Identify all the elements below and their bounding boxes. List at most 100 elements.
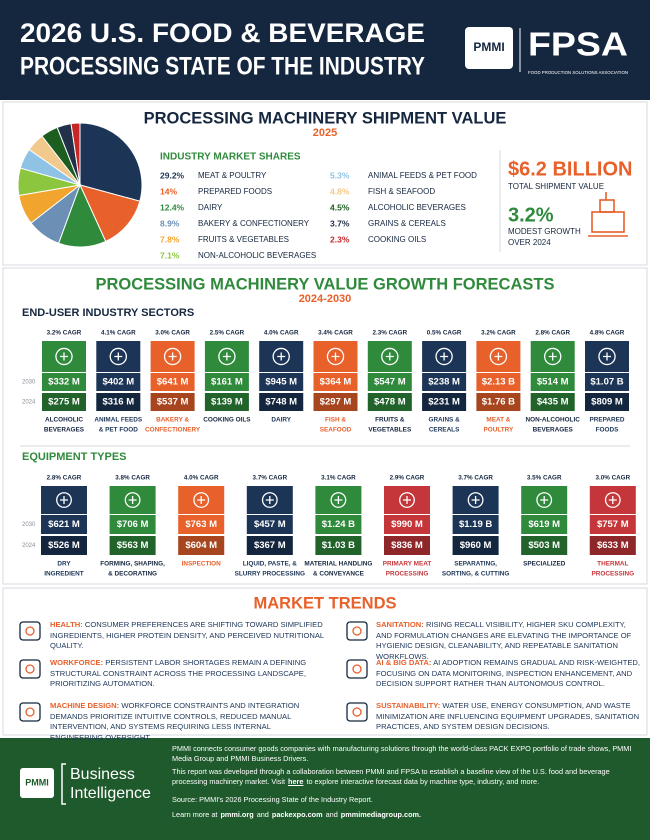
- card-icon-shape: [608, 496, 617, 504]
- pmmi-logo: PMMI: [473, 40, 504, 54]
- card-icon-shape: [440, 352, 449, 361]
- value-label-2030: $757 M: [597, 519, 629, 530]
- cagr-label: 2.3% CAGR: [372, 330, 407, 337]
- trend-heading: HEALTH:: [50, 620, 83, 629]
- value-band-shade: [315, 536, 362, 555]
- card-icon-shape: [494, 352, 503, 361]
- card-icon-shape: [471, 496, 480, 504]
- card-icon: [399, 492, 415, 508]
- value-band-shade: [204, 393, 249, 411]
- header-title: 2026 U.S. FOOD & BEVERAGE: [20, 18, 425, 48]
- card-name: SORTING, & CUTTING: [442, 571, 509, 578]
- footer-link: packexpo.com: [271, 810, 323, 819]
- card-icon-shape: [55, 347, 73, 366]
- card-icon: [163, 347, 182, 366]
- value-label-2030: $990 M: [391, 519, 423, 530]
- card-icon-shape: [163, 347, 182, 366]
- value-label-2030: $763 M: [185, 519, 217, 530]
- value-band-2024: [178, 536, 225, 555]
- card-icon: [604, 492, 621, 508]
- value-label-2030: $621 M: [48, 519, 80, 530]
- value-band-2024: [109, 536, 156, 555]
- card-icon-shape: [536, 492, 553, 508]
- legend-value: 29.2%: [160, 170, 185, 180]
- card-name: CONFECTIONERY: [145, 427, 201, 434]
- card-icon-shape: [330, 492, 347, 508]
- value-label-2030: $457 M: [254, 519, 286, 530]
- card-icon-shape: [334, 496, 343, 504]
- value-band-2024: [422, 393, 467, 411]
- trend-item: SANITATION: RISING RECALL VISIBILITY, HI…: [376, 620, 640, 662]
- group-title: END-USER INDUSTRY SECTORS: [22, 307, 194, 319]
- value-band-2024: [367, 393, 412, 411]
- value-label-2030: $547 M: [374, 377, 406, 388]
- card-name: PROCESSING: [386, 571, 429, 578]
- value-label-2024: $526 M: [48, 540, 80, 551]
- legend-value: 3.7%: [330, 218, 350, 228]
- card-icon: [261, 492, 278, 508]
- value-band-2030: [41, 515, 87, 534]
- value-band-2030: [204, 373, 249, 391]
- card-icon: [218, 347, 236, 366]
- growth-label: OVER 2024: [508, 238, 551, 247]
- value-band-2024: [150, 393, 195, 411]
- trend-text: CONSUMER PREFERENCES ARE SHIFTING TOWARD…: [50, 620, 324, 650]
- cagr-label: 3.5% CAGR: [527, 475, 562, 482]
- trend-heading: AI & BIG DATA:: [376, 658, 432, 667]
- footer-text: PMMI connects consumer goods companies w…: [172, 744, 632, 763]
- card-icon-shape: [399, 492, 415, 508]
- value-label-2024: $1.76 B: [482, 397, 515, 408]
- trend-icon-shape: [352, 664, 362, 674]
- header-band: [0, 0, 650, 100]
- value-label-2030: $238 M: [428, 377, 460, 388]
- card-name: & CONVEYANCE: [313, 571, 365, 578]
- card-icon-shape: [218, 347, 236, 366]
- value-band-shade: [521, 536, 568, 555]
- trend-text: PERSISTENT LABOR SHORTAGES REMAIN A DEFI…: [50, 658, 307, 688]
- trend-icon: [346, 621, 368, 641]
- trend-heading: WORKFORCE:: [50, 658, 104, 667]
- footer-text: This report was developed through a coll…: [172, 767, 610, 786]
- value-band-shade: [313, 393, 358, 411]
- footer-link: pmmi.org: [220, 810, 254, 819]
- shipment-icon: [588, 192, 628, 237]
- footer-text: and: [256, 810, 269, 819]
- trend-icon: [19, 621, 41, 641]
- card-name: FOODS: [596, 427, 619, 434]
- card-icon-shape: [265, 496, 274, 504]
- value-label-2030: $514 M: [537, 377, 569, 388]
- section-subtitle: 2024-2030: [299, 293, 352, 305]
- value-band-2024: [313, 393, 358, 411]
- value-label-2024: $435 M: [537, 397, 569, 408]
- value-label-2030: $161 M: [211, 377, 243, 388]
- footer-text: and: [325, 810, 338, 819]
- card-name: ALCOHOLIC: [45, 417, 83, 424]
- value-label-2024: $633 M: [597, 540, 629, 551]
- card-name: INGREDIENT: [44, 571, 84, 578]
- value-label-2030: $1.07 B: [590, 377, 623, 388]
- trend-heading: MACHINE DESIGN:: [50, 701, 120, 710]
- value-band-2030: [42, 373, 86, 391]
- cagr-label: 2.5% CAGR: [210, 330, 245, 337]
- legend-value: 7.1%: [160, 250, 180, 260]
- pie-slice: [70, 122, 81, 186]
- trend-item: HEALTH: CONSUMER PREFERENCES ARE SHIFTIN…: [50, 620, 325, 652]
- cagr-label: 3.2% CAGR: [47, 330, 82, 337]
- legend-title: INDUSTRY MARKET SHARES: [160, 152, 301, 163]
- card-icon: [598, 347, 616, 366]
- card-name: FRUITS &: [375, 417, 405, 424]
- trend-icon-shape: [19, 621, 41, 641]
- cagr-label: 3.2% CAGR: [481, 330, 516, 337]
- value-band-2024: [96, 393, 141, 411]
- card-icon: [330, 492, 347, 508]
- trend-item: AI & BIG DATA: AI ADOPTION REMAINS GRADU…: [376, 658, 640, 690]
- year-label: 2024: [22, 543, 36, 549]
- card-icon-shape: [331, 352, 340, 361]
- trend-item: SUSTAINABILITY: WATER USE, ENERGY CONSUM…: [376, 701, 640, 733]
- legend-label: PREPARED FOODS: [198, 187, 272, 196]
- trend-text: AI ADOPTION REMAINS GRADUAL AND RISK-WEI…: [376, 658, 640, 688]
- value-label-2030: $332 M: [48, 377, 80, 388]
- footer-link[interactable]: here: [288, 776, 304, 786]
- card-icon: [381, 347, 399, 366]
